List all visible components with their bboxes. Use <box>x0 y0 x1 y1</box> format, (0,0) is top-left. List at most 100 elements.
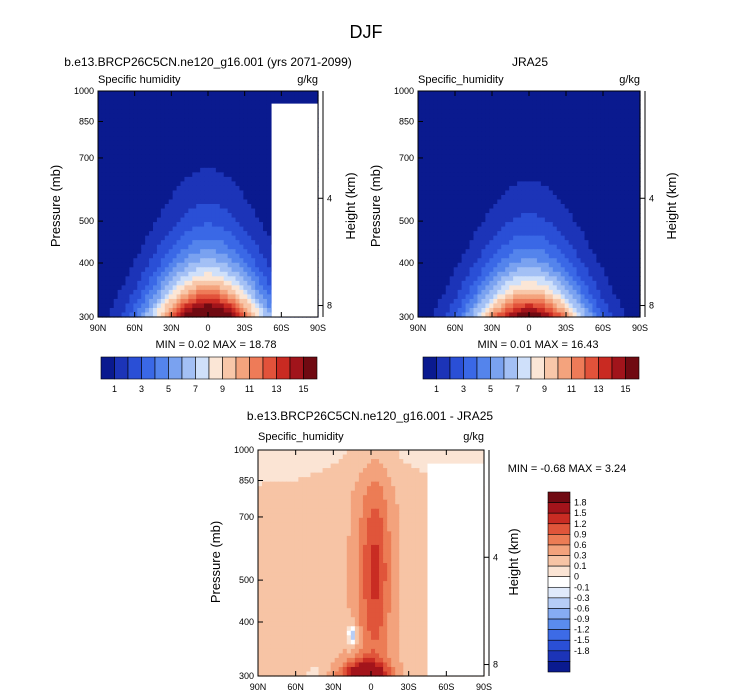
contour-cell <box>192 267 197 273</box>
contour-cell <box>188 231 193 237</box>
contour-cell <box>485 258 490 264</box>
contour-cell <box>156 104 162 110</box>
contour-cell <box>568 118 574 124</box>
contour-cell <box>117 267 123 273</box>
contour-cell <box>235 95 241 101</box>
contour-cell <box>418 140 423 146</box>
contour-cell <box>592 109 597 115</box>
contour-cell <box>235 131 241 137</box>
contour-cell <box>481 127 486 133</box>
contour-cell <box>548 127 554 133</box>
contour-cell <box>493 140 498 146</box>
contour-cell <box>200 194 205 201</box>
contour-cell <box>125 276 131 282</box>
contour-cell <box>160 208 166 214</box>
contour-cell <box>200 95 205 101</box>
contour-cell <box>255 190 260 196</box>
contour-cell <box>568 181 574 187</box>
contour-cell <box>188 158 193 164</box>
contour-cell <box>521 240 526 246</box>
contour-cell <box>568 172 574 178</box>
contour-cell <box>101 181 107 187</box>
contour-cell <box>433 167 439 173</box>
contour-cell <box>501 149 506 155</box>
contour-cell <box>564 118 570 124</box>
contour-cell <box>453 249 459 255</box>
contour-cell <box>465 95 471 101</box>
contour-cell <box>141 258 146 264</box>
contour-cell <box>153 253 158 259</box>
contour-cell <box>616 244 621 250</box>
contour-cell <box>517 127 522 133</box>
contour-cell <box>564 249 570 255</box>
contour-cell <box>584 95 590 101</box>
contour-cell <box>584 190 590 196</box>
contour-cell <box>263 285 268 291</box>
contour-cell <box>612 131 617 137</box>
colorbar-box <box>235 356 250 380</box>
contour-cell <box>588 258 594 264</box>
contour-cell <box>481 208 486 214</box>
contour-cell <box>223 271 229 277</box>
contour-cell <box>160 91 166 97</box>
contour-cell <box>255 294 260 300</box>
contour-cell <box>184 312 189 318</box>
contour-cell <box>441 194 447 201</box>
contour-cell <box>497 194 502 201</box>
contour-cell <box>149 294 154 300</box>
contour-cell <box>544 194 550 201</box>
contour-cell <box>251 154 256 160</box>
contour-cell <box>215 118 221 124</box>
contour-cell <box>180 118 186 124</box>
contour-cell <box>184 190 189 196</box>
contour-cell <box>576 91 582 97</box>
contour-cell <box>243 258 248 264</box>
contour-cell <box>552 249 558 255</box>
contour-cell <box>105 95 111 101</box>
contour-cell <box>227 140 233 146</box>
contour-cell <box>457 176 463 182</box>
contour-cell <box>461 240 467 246</box>
contour-cell <box>525 127 530 133</box>
contour-cell <box>137 307 142 314</box>
contour-cell <box>429 253 435 259</box>
contour-cell <box>560 118 566 124</box>
contour-cell <box>481 158 486 164</box>
contour-cell <box>584 194 590 201</box>
contour-cell <box>636 204 641 210</box>
contour-cell <box>255 109 260 115</box>
contour-cell <box>437 149 443 155</box>
contour-cell <box>266 217 272 223</box>
contour-cell <box>425 131 431 137</box>
contour-cell <box>223 118 229 124</box>
contour-cell <box>560 172 566 178</box>
contour-cell <box>564 181 570 187</box>
contour-cell <box>231 176 237 182</box>
contour-cell <box>129 285 134 291</box>
contour-cell <box>109 122 115 128</box>
contour-cell <box>164 194 170 201</box>
contour-cell <box>485 172 490 178</box>
contour-cell <box>164 289 170 295</box>
contour-cell <box>453 113 459 119</box>
contour-cell <box>172 276 178 282</box>
contour-cell <box>231 199 237 205</box>
contour-cell <box>525 131 530 137</box>
contour-cell <box>437 208 443 214</box>
contour-cell <box>493 163 498 169</box>
contour-cell <box>129 226 134 232</box>
contour-cell <box>552 95 558 101</box>
contour-cell <box>156 280 162 286</box>
contour-cell <box>121 140 127 146</box>
contour-cell <box>616 199 621 205</box>
contour-cell <box>247 208 252 214</box>
contour-cell <box>121 285 127 291</box>
contour-cell <box>418 104 423 110</box>
contour-cell <box>505 118 510 124</box>
contour-cell <box>560 95 566 101</box>
contour-cell <box>176 244 182 250</box>
contour-cell <box>188 100 193 106</box>
contour-cell <box>263 154 268 160</box>
contour-cell <box>160 172 166 178</box>
contour-cell <box>263 190 268 196</box>
